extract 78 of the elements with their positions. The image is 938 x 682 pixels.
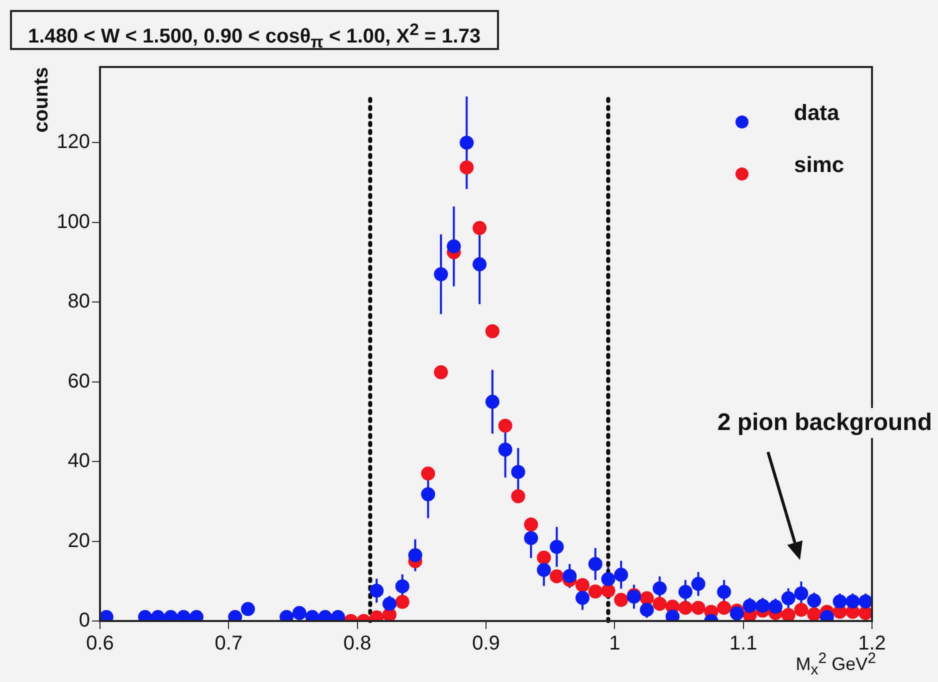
point [678, 600, 692, 615]
point [370, 584, 384, 598]
legend-label: data [794, 100, 840, 126]
point [614, 592, 628, 607]
point [524, 518, 538, 532]
point [652, 581, 667, 596]
point [781, 591, 796, 606]
point [382, 596, 396, 611]
point [846, 594, 860, 608]
point [395, 579, 410, 594]
point [421, 466, 436, 481]
point [498, 418, 512, 433]
point [730, 606, 744, 620]
point [640, 602, 654, 617]
point [536, 562, 551, 577]
point [678, 584, 692, 599]
x-axis-title: M$_{x}$$^{2}$ GeV$^{2}$ [796, 650, 876, 679]
point [511, 489, 526, 504]
point [472, 221, 487, 236]
point [794, 602, 808, 617]
y-axis-title: counts [30, 67, 53, 133]
y-tick-label: 60 [68, 370, 90, 392]
y-tick-label: 20 [68, 530, 90, 552]
point [536, 550, 551, 565]
x-tick-label: 1.1 [729, 632, 758, 655]
point [576, 578, 590, 592]
point [524, 531, 538, 546]
point [588, 584, 602, 599]
point [807, 607, 822, 621]
point [576, 590, 590, 605]
point [485, 324, 500, 338]
y-tick-label: 0 [78, 610, 90, 632]
point [832, 594, 847, 608]
point [717, 584, 732, 599]
point [858, 594, 872, 608]
point [485, 394, 500, 409]
point [742, 598, 757, 613]
annotation: 2 pion background [717, 409, 932, 436]
point [408, 548, 422, 562]
y-tick-label: 80 [68, 290, 90, 313]
point [807, 594, 822, 608]
point [446, 239, 461, 254]
chart-title: 1.480 < W < 1.500, 0.90 < cosθ$_{π}$ < 1.00, X$^{2}$ = 1.73 [10, 10, 499, 52]
point [472, 257, 487, 272]
point [756, 598, 770, 613]
point [717, 600, 732, 615]
y-tick-label: 100 [56, 210, 90, 233]
point [614, 568, 628, 582]
point [240, 602, 255, 616]
legend-label: simc [794, 152, 844, 178]
x-tick-label: 1 [609, 632, 620, 655]
point [550, 569, 564, 584]
point [395, 594, 410, 609]
point [768, 600, 782, 614]
x-tick-label: 0.8 [343, 632, 372, 655]
point [588, 557, 602, 572]
point [691, 600, 706, 615]
point [421, 487, 436, 502]
x-tick-label: 0.7 [214, 632, 243, 655]
point [562, 568, 577, 583]
y-tick-label: 120 [56, 131, 90, 154]
point [460, 136, 474, 150]
point [781, 608, 796, 621]
x-tick-label: 0.9 [472, 632, 500, 655]
x-tick-label: 0.6 [86, 632, 114, 655]
point [498, 442, 512, 457]
point [292, 606, 306, 620]
point [434, 267, 448, 282]
point [511, 464, 526, 479]
y-tick-label: 40 [68, 450, 90, 472]
point [434, 365, 448, 380]
point [794, 586, 808, 600]
point [460, 160, 474, 174]
point [550, 540, 564, 554]
point [652, 596, 667, 611]
point [691, 576, 706, 591]
point [601, 572, 616, 586]
point [601, 584, 616, 598]
